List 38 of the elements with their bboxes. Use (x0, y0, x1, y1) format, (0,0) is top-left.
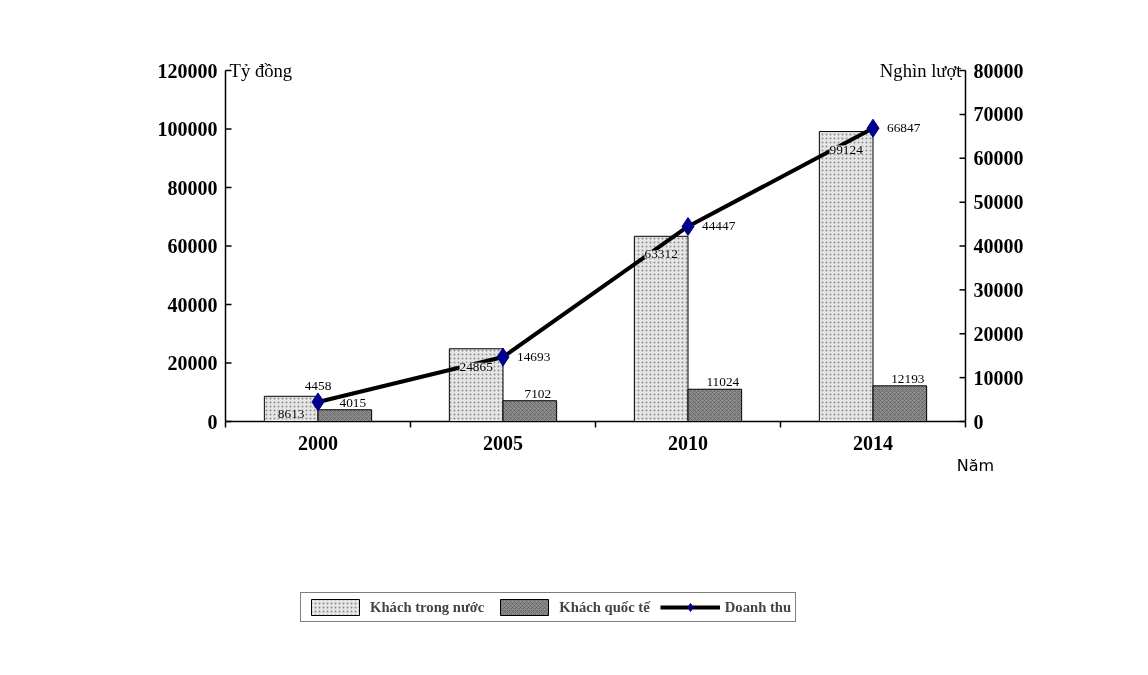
x-tick-label: 2000 (298, 431, 338, 454)
y2-tick-label: 0 (973, 410, 984, 433)
y2-tick-label: 40000 (973, 235, 1024, 257)
data-label: 4015 (339, 394, 367, 410)
y2-tick-label: 30000 (973, 278, 1024, 301)
y2-tick-label: 60000 (973, 147, 1024, 170)
data-label: 63312 (644, 246, 678, 262)
legend-label: Khách quốc tế (559, 598, 650, 616)
y-tick-label: 60000 (167, 235, 218, 257)
x-tick-label: 2014 (853, 431, 893, 454)
y-tick-label: 0 (207, 410, 218, 433)
y-tick-label: 40000 (167, 293, 218, 316)
data-label: 4458 (304, 377, 332, 393)
y2-tick-label: 50000 (973, 191, 1024, 214)
y2-tick-label: 20000 (973, 322, 1024, 345)
y2-tick-label: 70000 (973, 103, 1024, 126)
data-label: 12193 (891, 370, 925, 386)
data-label: 44447 (702, 218, 736, 234)
data-label: 66847 (887, 120, 921, 136)
y2-tick-label: 80000 (973, 59, 1024, 82)
x-axis-title: Năm (956, 455, 995, 475)
y-tick-label: 120000 (157, 59, 218, 82)
y2-tick-label: 10000 (973, 366, 1024, 389)
y-tick-label: 20000 (167, 352, 218, 374)
data-label: 8613 (277, 406, 305, 422)
legend-label: Khách trong nước (370, 598, 485, 616)
y2-axis-title: Nghìn lượt (879, 60, 963, 81)
x-tick-label: 2010 (668, 431, 708, 454)
data-label: 7102 (524, 385, 552, 401)
data-label: 99124 (829, 141, 864, 157)
y-tick-label: 80000 (167, 176, 218, 199)
data-label: 14693 (517, 349, 551, 365)
x-tick-label: 2005 (483, 431, 523, 454)
data-label: 11024 (706, 374, 740, 390)
data-label: 24865 (459, 358, 494, 374)
y-axis-title: Tỷ đồng (229, 60, 293, 81)
y-tick-label: 100000 (157, 118, 218, 140)
legend-label: Doanh thu (724, 598, 792, 616)
